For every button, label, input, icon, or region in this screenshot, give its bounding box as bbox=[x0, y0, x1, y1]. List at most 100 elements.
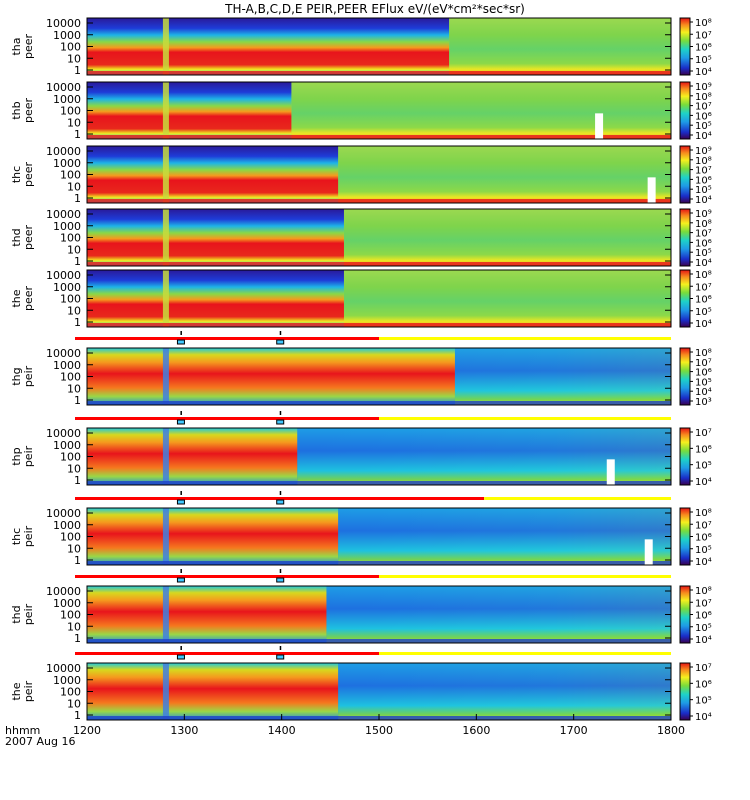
y-tick-label: 100 bbox=[60, 371, 81, 384]
x-tick-label: 1600 bbox=[462, 724, 490, 737]
low-energy-strip bbox=[87, 323, 671, 327]
colorbar-tick-label: 10⁴ bbox=[695, 387, 712, 398]
y-tick-label: 100 bbox=[60, 451, 81, 464]
panel-label-product: peer bbox=[22, 34, 35, 60]
burst-marker bbox=[176, 419, 185, 425]
mode-bar-red bbox=[75, 417, 379, 420]
y-tick-label: 100 bbox=[60, 41, 81, 54]
colorbar-tick-label: 10⁷ bbox=[695, 428, 712, 439]
colorbar-tick-label: 10⁶ bbox=[695, 238, 712, 249]
colorbar bbox=[679, 145, 691, 204]
y-tick-label: 1 bbox=[74, 192, 81, 205]
active-region bbox=[87, 82, 292, 139]
low-energy-strip bbox=[87, 135, 671, 139]
y-tick-label: 1000 bbox=[53, 93, 81, 106]
y-tick-label: 10 bbox=[67, 382, 81, 395]
colorbar-tick-label: 10⁸ bbox=[695, 270, 712, 281]
y-tick-label: 1 bbox=[74, 64, 81, 77]
colorbar-tick-label: 10⁹ bbox=[695, 209, 712, 220]
dip-feature bbox=[162, 663, 169, 720]
y-tick-label: 10000 bbox=[46, 585, 81, 598]
panel-label-product: peir bbox=[22, 680, 35, 702]
colorbar-tick-label: 10⁶ bbox=[695, 533, 712, 544]
colorbar-tick-label: 10⁶ bbox=[695, 611, 712, 622]
y-tick-label: 10000 bbox=[46, 269, 81, 282]
low-energy-strip bbox=[87, 71, 671, 75]
active-region bbox=[87, 508, 339, 565]
panel-label-probe: thg bbox=[10, 367, 23, 385]
colorbar bbox=[679, 269, 691, 328]
mode-bar-yellow bbox=[379, 417, 671, 420]
quiet-region bbox=[454, 348, 671, 405]
panel-label-product: peir bbox=[22, 365, 35, 387]
mode-bar-red bbox=[75, 652, 379, 655]
burst-marker bbox=[276, 499, 285, 505]
x-tick-label: 1200 bbox=[73, 724, 101, 737]
y-tick-label: 10000 bbox=[46, 208, 81, 221]
y-tick-label: 100 bbox=[60, 232, 81, 245]
panel-label-probe: thd bbox=[10, 228, 23, 246]
burst-tick bbox=[279, 491, 282, 495]
active-region bbox=[87, 663, 339, 720]
low-energy-strip bbox=[87, 561, 671, 565]
colorbar-tick-label: 10⁹ bbox=[695, 146, 712, 157]
colorbar-tick-label: 10⁵ bbox=[695, 623, 712, 634]
y-tick-label: 1000 bbox=[53, 597, 81, 610]
y-tick-label: 1000 bbox=[53, 29, 81, 42]
colorbar-tick-label: 10⁴ bbox=[695, 131, 712, 142]
quiet-region bbox=[338, 508, 671, 565]
quiet-region bbox=[338, 146, 671, 203]
panel-label-product: peer bbox=[22, 98, 35, 124]
quiet-region bbox=[338, 663, 671, 720]
colorbar-tick-label: 10⁵ bbox=[695, 545, 712, 556]
dip-feature bbox=[162, 82, 169, 139]
colorbar-tick-label: 10⁸ bbox=[695, 348, 712, 359]
colorbar-tick-label: 10⁶ bbox=[695, 43, 712, 54]
dip-feature bbox=[162, 508, 169, 565]
y-tick-label: 10 bbox=[67, 52, 81, 65]
colorbar-tick-label: 10⁶ bbox=[695, 295, 712, 306]
burst-tick bbox=[279, 331, 282, 335]
y-tick-label: 10 bbox=[67, 243, 81, 256]
y-tick-label: 1 bbox=[74, 255, 81, 268]
colorbar bbox=[679, 662, 691, 721]
y-tick-label: 10 bbox=[67, 180, 81, 193]
low-energy-strip bbox=[87, 262, 671, 266]
y-tick-label: 10000 bbox=[46, 17, 81, 30]
panel-label-probe: thd bbox=[10, 605, 23, 623]
mode-bar-red bbox=[75, 497, 485, 500]
y-tick-label: 1 bbox=[74, 632, 81, 645]
mode-bar-yellow bbox=[379, 575, 671, 578]
panel-label-probe: tha bbox=[10, 37, 23, 55]
colorbar-tick-label: 10⁴ bbox=[695, 67, 712, 78]
y-tick-label: 1 bbox=[74, 709, 81, 722]
mode-bar-red bbox=[75, 337, 379, 340]
x-axis-label: hhmm bbox=[5, 724, 40, 737]
data-gap bbox=[644, 539, 653, 565]
y-tick-label: 1000 bbox=[53, 220, 81, 233]
mode-bar-red bbox=[75, 575, 379, 578]
burst-marker bbox=[276, 419, 285, 425]
mode-bar-yellow bbox=[379, 652, 671, 655]
colorbar-tick-label: 10⁸ bbox=[695, 508, 712, 519]
y-tick-label: 100 bbox=[60, 169, 81, 182]
colorbar-tick-label: 10⁸ bbox=[695, 92, 712, 103]
colorbar-tick-label: 10⁹ bbox=[695, 82, 712, 93]
y-tick-label: 1000 bbox=[53, 157, 81, 170]
quiet-region bbox=[326, 586, 671, 643]
burst-marker bbox=[176, 654, 185, 660]
x-tick-label: 1300 bbox=[170, 724, 198, 737]
y-tick-label: 10 bbox=[67, 116, 81, 129]
low-energy-strip bbox=[87, 639, 671, 643]
x-axis-label: 2007 Aug 16 bbox=[5, 735, 75, 748]
burst-tick bbox=[180, 491, 182, 495]
y-tick-label: 10000 bbox=[46, 662, 81, 675]
colorbar-tick-label: 10⁶ bbox=[695, 679, 712, 690]
x-tick-label: 1700 bbox=[560, 724, 588, 737]
colorbar-tick-label: 10⁵ bbox=[695, 461, 712, 472]
colorbar-tick-label: 10⁷ bbox=[695, 598, 712, 609]
y-tick-label: 1 bbox=[74, 474, 81, 487]
